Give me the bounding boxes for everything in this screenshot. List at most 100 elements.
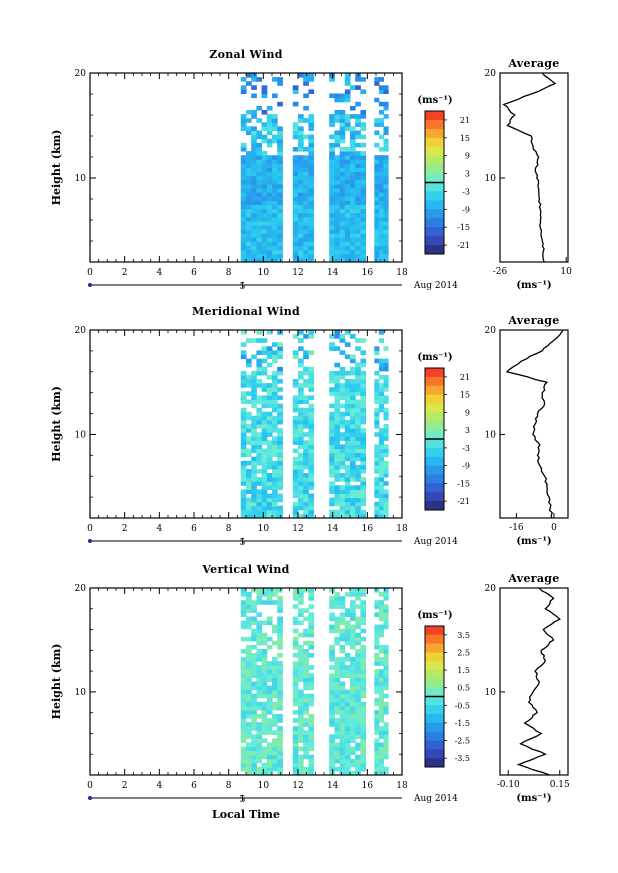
heatmap-cell <box>360 592 367 597</box>
heatmap-cell <box>308 395 315 400</box>
heatmap-cell <box>292 464 299 470</box>
heatmap-cell <box>292 746 299 752</box>
heatmap-cell <box>339 673 346 678</box>
heatmap-cell <box>240 196 247 201</box>
heatmap-cell <box>277 183 283 189</box>
heatmap-cell <box>266 105 273 111</box>
heatmap-cell <box>256 249 263 255</box>
heatmap-cell <box>378 758 384 764</box>
heatmap-cell <box>344 147 351 152</box>
heatmap-cell <box>266 754 273 760</box>
heatmap-cell <box>266 770 273 776</box>
heatmap-cell <box>329 155 335 160</box>
heatmap-cell <box>272 464 278 470</box>
heatmap-cell <box>261 167 268 173</box>
heatmap-cell <box>339 636 346 642</box>
heatmap-cell <box>383 138 389 144</box>
heatmap-cell <box>383 661 389 666</box>
heatmap-cell <box>339 693 346 699</box>
heatmap-cell <box>256 444 263 449</box>
heatmap-cell <box>308 403 315 409</box>
colorbar-segment <box>425 385 444 396</box>
heatmap-cell <box>355 444 361 449</box>
heatmap-cell <box>256 742 263 748</box>
heatmap-cell <box>261 192 268 197</box>
heatmap-cell <box>355 183 361 189</box>
heatmap-cell <box>246 415 252 421</box>
heatmap-cell <box>261 509 268 515</box>
heatmap-cell <box>308 407 315 413</box>
heatmap-cell <box>329 212 335 218</box>
heatmap-cell <box>251 742 257 748</box>
heatmap-cell <box>272 718 278 723</box>
heatmap-cell <box>272 387 278 392</box>
heatmap-cell <box>374 742 380 748</box>
heatmap-cell <box>374 411 380 417</box>
heatmap-cell <box>256 362 263 368</box>
heatmap-cell <box>261 126 268 131</box>
heatmap-cell <box>374 415 380 421</box>
heatmap-cell <box>298 485 304 490</box>
heatmap-cell <box>339 689 346 695</box>
heatmap-cell <box>378 196 384 201</box>
heatmap-cell <box>344 464 351 470</box>
heatmap-cell <box>355 669 361 674</box>
heatmap-cell <box>360 370 367 376</box>
heatmap-cell <box>383 362 389 368</box>
heatmap-cell <box>292 469 299 474</box>
heatmap-cell <box>374 701 380 707</box>
heatmap-cell <box>251 179 257 185</box>
heatmap-cell <box>355 701 361 707</box>
heatmap-cell <box>308 249 315 255</box>
heatmap-cell <box>292 481 299 486</box>
heatmap-cell <box>261 657 268 662</box>
heatmap-cell <box>383 604 389 609</box>
heatmap-cell <box>374 673 380 678</box>
heatmap-cell <box>344 722 351 727</box>
heatmap-cell <box>298 114 304 119</box>
heatmap-cell <box>344 229 351 234</box>
heatmap-cell <box>378 171 384 177</box>
heatmap-cell <box>261 338 268 343</box>
heatmap-cell <box>378 175 384 181</box>
heatmap-cell <box>272 460 278 466</box>
heatmap-cell <box>334 249 341 255</box>
heatmap-cell <box>246 669 252 674</box>
colorbar-segment <box>425 758 444 768</box>
heatmap-cell <box>355 705 361 711</box>
heatmap-cell <box>334 746 341 752</box>
profile-y-tick-label: 10 <box>485 688 497 698</box>
heatmap-cell <box>374 685 380 691</box>
heatmap-cell <box>383 233 389 238</box>
y-tick-label: 20 <box>75 584 87 594</box>
heatmap-cell <box>329 489 335 494</box>
heatmap-cell <box>261 681 268 687</box>
heatmap-cell <box>266 130 273 136</box>
heatmap-cell <box>303 192 309 197</box>
heatmap-cell <box>360 766 367 772</box>
heatmap-cell <box>334 175 341 181</box>
heatmap-cell <box>303 237 309 242</box>
heatmap-cell <box>308 163 315 168</box>
heatmap-cell <box>374 208 380 214</box>
heatmap-cell <box>350 681 356 687</box>
heatmap-cell <box>360 399 367 405</box>
heatmap-cell <box>240 718 247 723</box>
heatmap-cell <box>240 407 247 413</box>
heatmap-cell <box>308 456 315 462</box>
heatmap-cell <box>251 354 257 360</box>
heatmap-cell <box>308 188 315 193</box>
heatmap-cell <box>292 730 299 735</box>
heatmap-cell <box>298 237 304 242</box>
heatmap-cell <box>355 456 361 462</box>
heatmap-cell <box>277 354 283 360</box>
heatmap-cell <box>251 770 257 776</box>
heatmap-cell <box>308 734 315 739</box>
colorbar-segment <box>425 236 444 246</box>
heatmap-cell <box>266 592 273 597</box>
heatmap-cell <box>350 665 356 670</box>
heatmap-cell <box>251 233 257 238</box>
heatmap-cell <box>240 233 247 238</box>
heatmap-cell <box>334 766 341 772</box>
heatmap-cell <box>350 697 356 703</box>
